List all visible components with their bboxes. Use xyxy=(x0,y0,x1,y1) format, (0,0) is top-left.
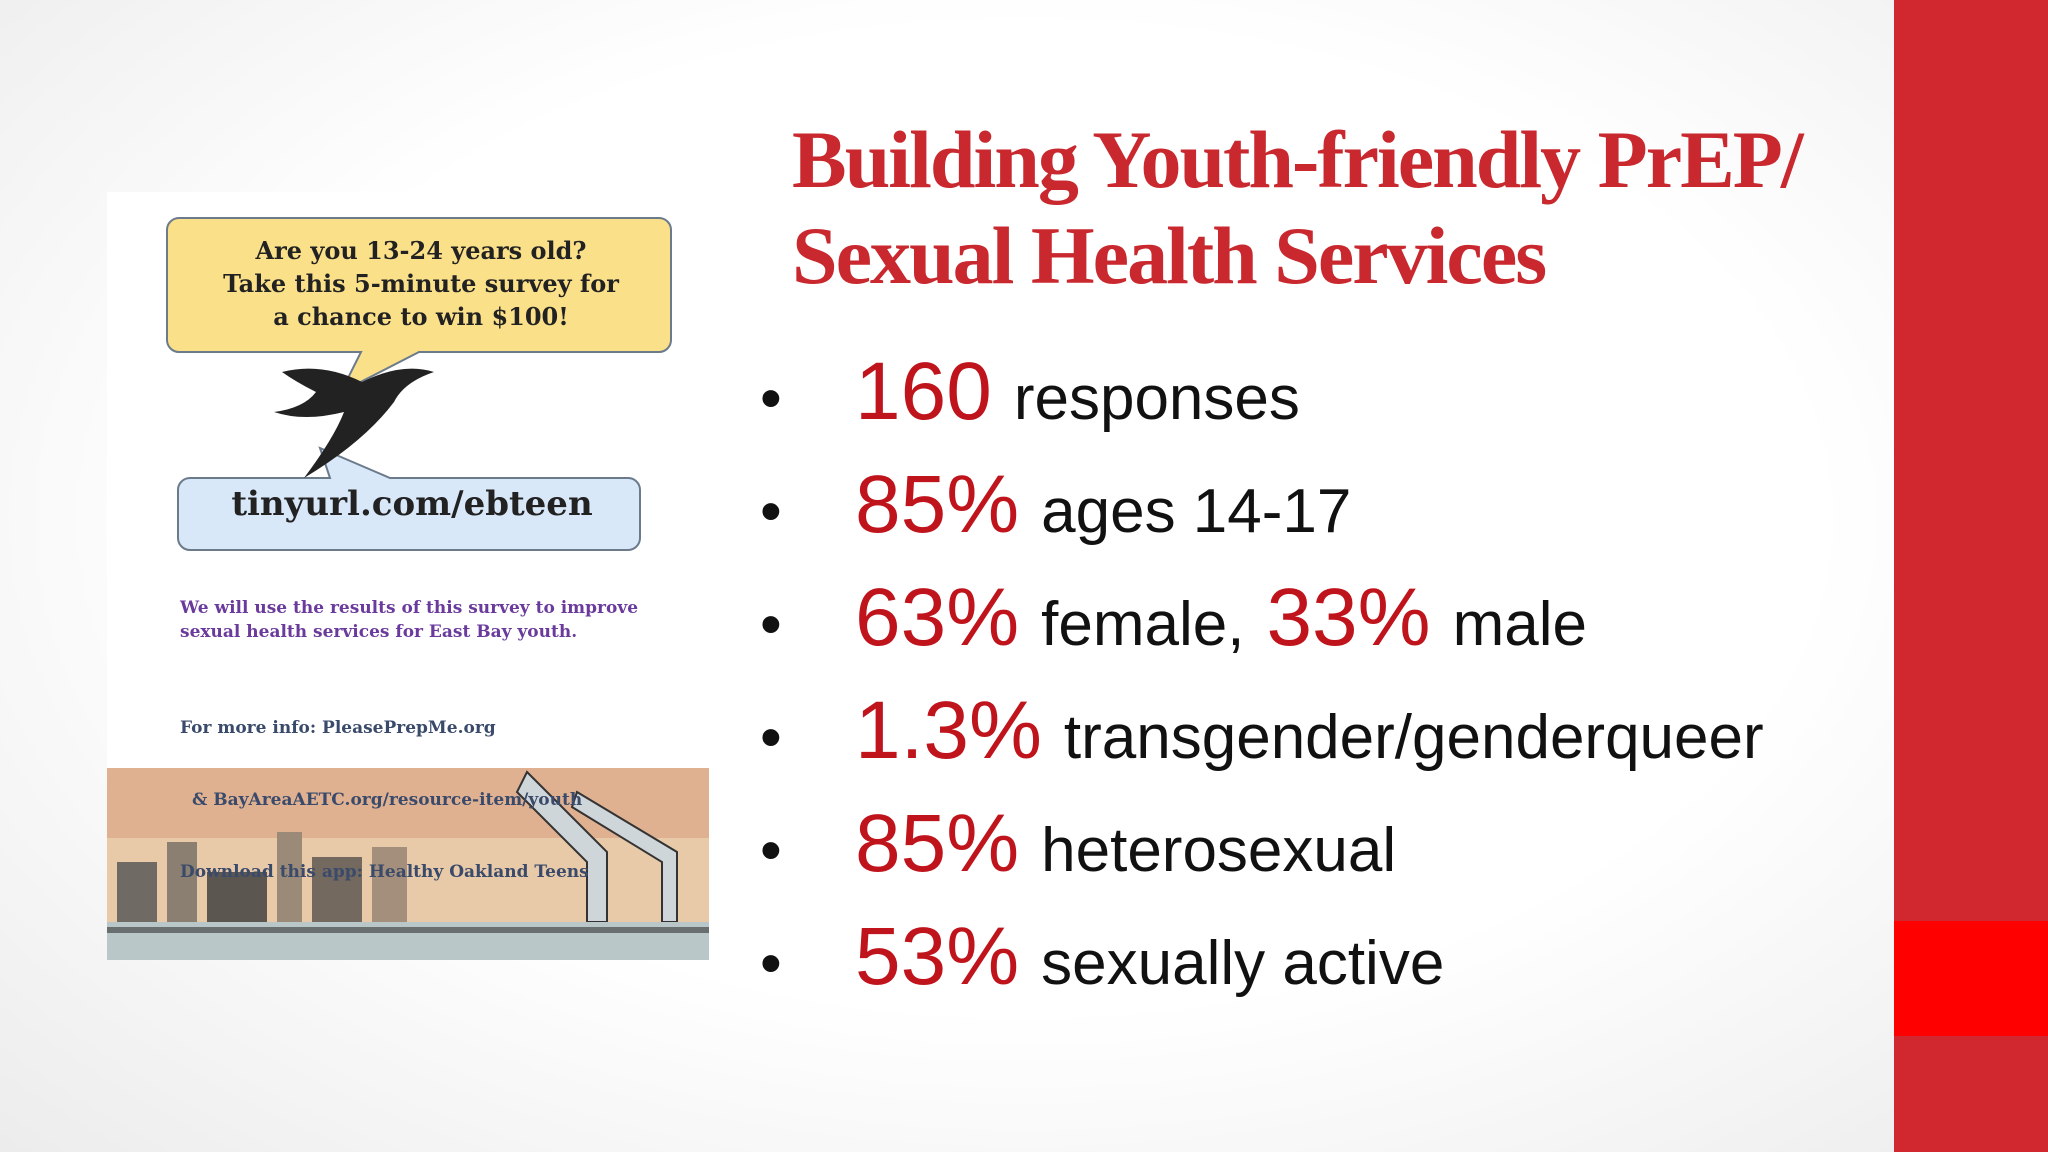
stat-label: heterosexual xyxy=(1041,816,1397,885)
survey-url[interactable]: tinyurl.com/ebteen xyxy=(231,484,593,524)
bullet-item: • 53% sexually active xyxy=(760,910,1786,1023)
bubble-line: a chance to win $100! xyxy=(273,302,569,331)
slide-title: Building Youth-friendly PrEP/ Sexual Hea… xyxy=(792,112,1804,304)
bullet-item: • 160 responses xyxy=(760,345,1786,458)
purpose-line: We will use the results of this survey t… xyxy=(180,598,639,618)
title-line: Building Youth-friendly PrEP/ xyxy=(792,114,1804,205)
bullet-item: • 63% female, 33% male xyxy=(760,571,1786,684)
flyer-art xyxy=(107,217,709,960)
title-line: Sexual Health Services xyxy=(792,210,1547,301)
stat-label: female, xyxy=(1041,590,1245,659)
stat-value: 1.3% xyxy=(855,685,1042,776)
bullet-item: • 85% heterosexual xyxy=(760,797,1786,910)
bubble-line: Are you 13-24 years old? xyxy=(255,236,587,265)
stat-value: 63% xyxy=(855,572,1020,663)
bullet-dot: • xyxy=(760,364,782,433)
bullet-dot: • xyxy=(760,816,782,885)
bullet-item: • 1.3% transgender/genderqueer xyxy=(760,684,1786,797)
stat-value: 85% xyxy=(855,459,1020,550)
bullet-dot: • xyxy=(760,590,782,659)
stat-value: 33% xyxy=(1266,572,1431,663)
stat-label: sexually active xyxy=(1041,929,1445,998)
bubble-line: Take this 5-minute survey for xyxy=(223,269,619,298)
info-line: For more info: PleasePrepMe.org xyxy=(180,718,496,738)
bullet-dot: • xyxy=(760,929,782,998)
info-line: & BayAreaAETC.org/resource-item/youth xyxy=(192,790,583,810)
side-bar-accent xyxy=(1894,921,2048,1036)
bullet-dot: • xyxy=(760,477,782,546)
stat-value: 85% xyxy=(855,798,1020,889)
stat-label: ages 14-17 xyxy=(1041,477,1352,546)
stat-label: male xyxy=(1452,590,1587,659)
stat-label: transgender/genderqueer xyxy=(1063,703,1764,772)
info-line: Download this app: Healthy Oakland Teens xyxy=(180,862,589,882)
stat-value: 160 xyxy=(855,346,992,437)
bullet-item: • 85% ages 14-17 xyxy=(760,458,1786,571)
purpose-line: sexual health services for East Bay yout… xyxy=(180,622,578,642)
bullet-dot: • xyxy=(760,703,782,772)
bullet-list: • 160 responses • 85% ages 14-17 • 63% female, 33… xyxy=(760,345,1786,1023)
stat-label: responses xyxy=(1013,364,1300,433)
stat-value: 53% xyxy=(855,911,1020,1002)
flyer: Are you 13-24 years old? Take this 5-min… xyxy=(107,192,709,960)
